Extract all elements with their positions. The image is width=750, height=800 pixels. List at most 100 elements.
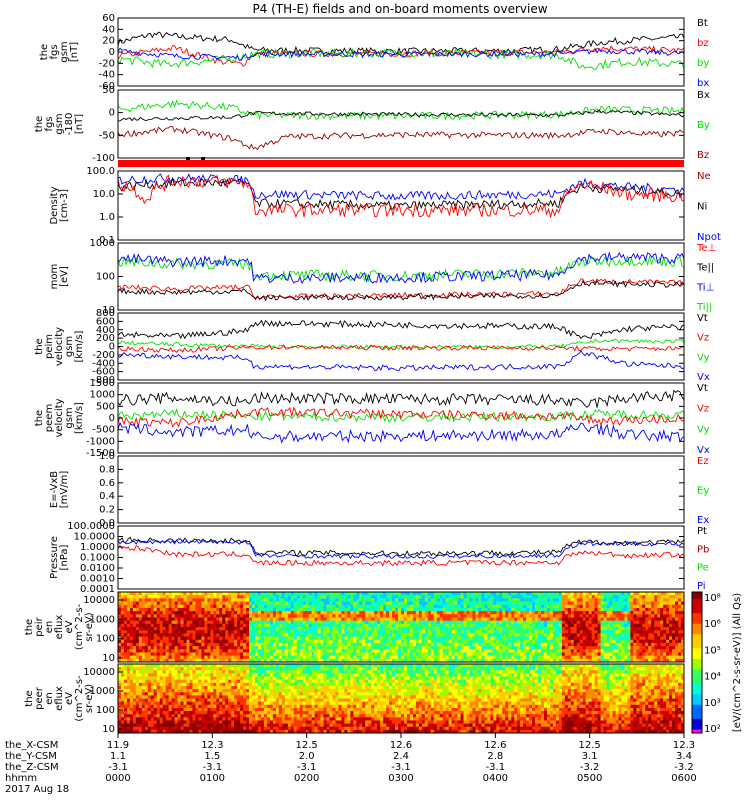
spectro-cell — [362, 658, 366, 663]
spectro-cell — [418, 598, 423, 602]
spectro-cell — [392, 601, 396, 606]
spectro-cell — [246, 633, 250, 637]
spectro-cell — [511, 598, 515, 602]
spectro-cell — [621, 614, 625, 618]
spectro-cell — [252, 649, 256, 653]
spectro-cell — [543, 607, 548, 612]
spectro-cell — [552, 633, 557, 637]
spectro-cell — [201, 623, 205, 628]
spectro-cell — [582, 611, 587, 615]
spectro-cell — [171, 620, 175, 625]
spectro-cell — [246, 623, 250, 628]
spectro-cell — [165, 614, 170, 618]
spectro-cell — [326, 627, 330, 631]
spectro-cell — [299, 604, 304, 609]
spectro-cell — [153, 636, 158, 641]
spectro-cell — [442, 630, 447, 634]
spectro-cell — [478, 607, 482, 612]
spectro-cell — [409, 617, 414, 622]
spectro-cell — [228, 595, 232, 599]
spectro-cell — [246, 630, 250, 634]
spectro-cell — [174, 667, 178, 671]
spectro-cell — [308, 595, 313, 599]
spectro-cell — [302, 633, 307, 637]
spectro-cell — [225, 639, 229, 644]
spectro-cell — [445, 598, 450, 602]
spectro-cell — [237, 611, 241, 615]
spectro-cell — [666, 642, 670, 647]
spectro-cell — [365, 655, 369, 660]
spectro-cell — [222, 636, 226, 641]
spectro-cell — [168, 729, 173, 734]
spectro-cell — [460, 611, 464, 615]
spectro-cell — [377, 598, 381, 602]
spectro-cell — [561, 636, 566, 641]
spectro-cell — [412, 604, 417, 609]
spectro-cell — [469, 604, 473, 609]
spectro-cell — [624, 592, 628, 596]
spectro-cell — [126, 673, 131, 677]
spectro-cell — [663, 658, 667, 663]
spectro-cell — [478, 611, 482, 615]
spectro-cell — [615, 658, 619, 663]
spectro-cell — [517, 627, 521, 631]
spectro-cell — [350, 658, 354, 663]
spectro-cell — [451, 639, 456, 644]
spectro-cell — [418, 627, 423, 631]
spectro-cell — [287, 595, 292, 599]
spectro-cell — [552, 642, 557, 647]
spectro-cell — [138, 595, 143, 599]
spectro-cell — [141, 614, 146, 618]
spectro-cell — [585, 630, 590, 634]
spectro-cell — [573, 627, 578, 631]
spectro-cell — [296, 652, 301, 657]
spectro-cell — [424, 658, 429, 663]
spectro-cell — [216, 592, 220, 596]
spectro-cell — [299, 601, 304, 606]
spectro-cell — [508, 642, 512, 647]
spectro-cell — [189, 670, 193, 674]
spectro-cell — [365, 601, 369, 606]
spectro-cell — [213, 642, 217, 647]
spectro-cell — [144, 723, 149, 728]
spectro-cell — [383, 595, 387, 599]
spectro-cell — [427, 646, 432, 650]
spectro-cell — [505, 633, 509, 637]
spectro-cell — [210, 595, 214, 599]
spectro-cell — [314, 604, 318, 609]
spectro-cell — [618, 617, 622, 622]
spectro-cell — [409, 639, 414, 644]
spectro-cell — [484, 655, 488, 660]
spectro-cell — [258, 627, 262, 631]
spectro-cell — [478, 598, 482, 602]
spectro-cell — [162, 704, 167, 709]
spectro-cell — [487, 646, 491, 650]
spectro-cell — [615, 617, 619, 622]
spectro-cell — [469, 658, 473, 663]
spectro-cell — [243, 598, 247, 602]
spectro-cell — [186, 620, 190, 625]
spectro-cell — [511, 649, 515, 653]
spectro-cell — [156, 649, 161, 653]
spectro-cell — [204, 607, 208, 612]
spectro-cell — [243, 601, 247, 606]
spectro-cell — [246, 636, 250, 641]
spectro-cell — [499, 627, 503, 631]
spectro-cell — [588, 623, 593, 628]
spectro-cell — [627, 655, 631, 660]
spectro-cell — [329, 633, 333, 637]
spectro-cell — [549, 636, 554, 641]
spectro-cell — [344, 639, 348, 644]
spectro-cell — [436, 646, 441, 650]
spectro-cell — [243, 623, 247, 628]
spectro-cell — [499, 617, 503, 622]
spectro-cell — [311, 627, 316, 631]
spectro-cell — [573, 649, 578, 653]
spectro-cell — [329, 627, 333, 631]
spectro-cell — [246, 642, 250, 647]
spectro-cell — [490, 623, 494, 628]
spectro-cell — [558, 649, 563, 653]
spectro-cell — [210, 604, 214, 609]
spectro-cell — [460, 614, 464, 618]
spectro-cell — [305, 604, 310, 609]
